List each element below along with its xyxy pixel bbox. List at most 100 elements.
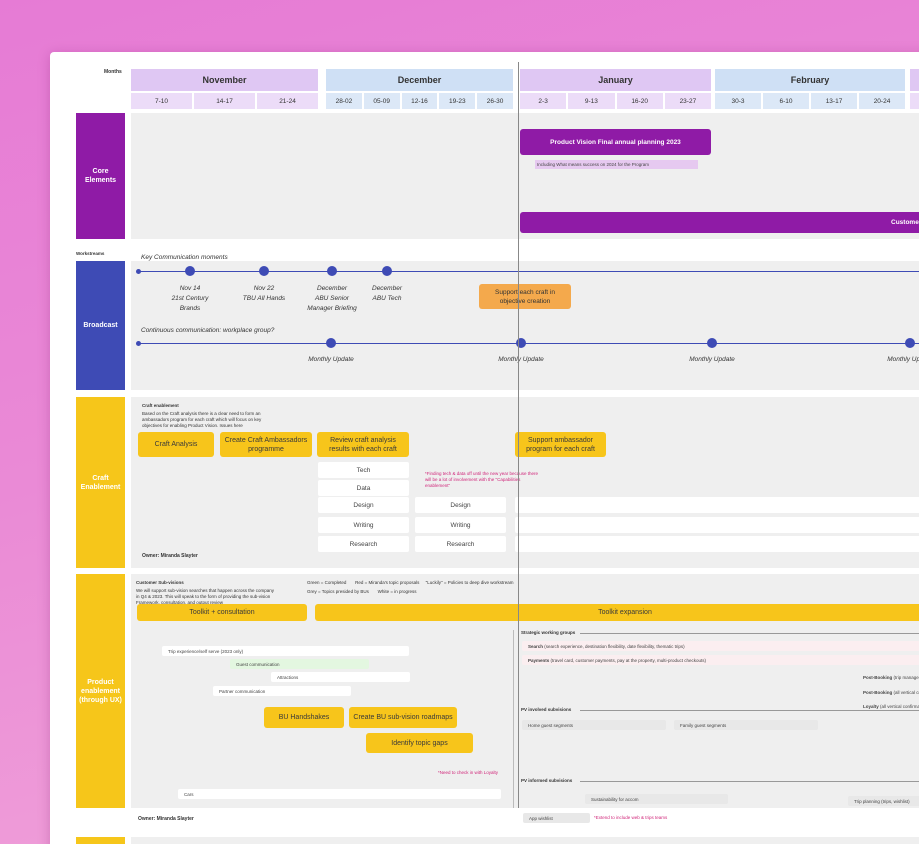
months-label: Months: [104, 69, 122, 75]
section-label: Craft Enablement: [76, 397, 125, 568]
toolkit-bar: Toolkit + consultation: [137, 604, 307, 621]
week-cell: 05-09: [363, 93, 400, 109]
craft-row: [515, 517, 919, 533]
action-button: BU Handshakes: [264, 707, 344, 728]
update-dot: [516, 338, 526, 348]
week-cell: 12-16: [401, 93, 438, 109]
craft-row: [515, 536, 919, 552]
week-cell: 28-02: [326, 93, 362, 109]
milestone-label: Nov 22 TBU All Hands: [224, 284, 304, 318]
milestone-line: Nov 22: [253, 285, 275, 292]
product-intro: We will support sub-vision searches that…: [136, 588, 274, 605]
week-cell: 19-23: [439, 93, 476, 109]
topic-row: Attractions: [271, 672, 410, 682]
update-label: Monthly Update: [308, 356, 354, 363]
milestone-dot: [185, 266, 195, 276]
month-header: January: [520, 69, 711, 91]
section-panel: [131, 837, 919, 844]
subvision-row: Sustainability for accom: [585, 794, 728, 804]
topic-row: Trip experience/self serve (2023 only): [162, 646, 409, 656]
strategic-row: Search (search experience, destination f…: [522, 641, 919, 651]
strategic-detail: (travel card, customer payments, pay at …: [549, 657, 706, 663]
week-cell: 21-24: [257, 93, 318, 109]
group-title: PV informed subvisions: [521, 778, 573, 783]
milestone-line: ABU Senior: [315, 295, 349, 302]
strategic-detail: (search experience, destination flexibil…: [543, 643, 685, 649]
milestone-line: Nov 14: [179, 285, 201, 292]
craft-row: [515, 497, 919, 513]
topic-row: Partner communication: [213, 686, 351, 696]
week-cell: 14-17: [194, 93, 255, 109]
milestone-line: ABU Tech: [372, 295, 402, 302]
craft-box: Writing: [415, 517, 506, 533]
cars-row: Cars: [178, 789, 501, 799]
update-label: Monthly Update: [689, 356, 735, 363]
group-title: Strategic working groups: [521, 630, 576, 635]
section-label: Core Elements: [76, 113, 125, 239]
update-dot: [905, 338, 915, 348]
section-label: [76, 837, 125, 844]
craft-box: Research: [415, 536, 506, 552]
craft-box: Design: [318, 497, 409, 513]
vision-note: Including What means success on 2024 for…: [535, 160, 698, 169]
milestone-line: Manager Briefing: [307, 305, 357, 312]
milestone-line: December: [372, 285, 402, 292]
group-line: [580, 710, 919, 711]
section-panel: [131, 261, 919, 390]
update-dot: [707, 338, 717, 348]
check-note: *Need to check in with Loyalty: [438, 770, 499, 775]
continuous-title: Continuous communication: workplace grou…: [141, 327, 275, 334]
timeline-line: [138, 343, 919, 344]
milestone-dot: [327, 266, 337, 276]
strategic-name: Loyalty: [863, 703, 879, 709]
update-dot: [326, 338, 336, 348]
extend-note: *Extend to include web & trips teams: [594, 815, 668, 820]
vision-bar: Product Vision Final annual planning 202…: [520, 129, 711, 155]
section-label: Broadcast: [76, 261, 125, 390]
customer-bar: Customer: [520, 212, 919, 233]
workstreams-label: Workstreams: [76, 251, 105, 256]
expansion-bar: Toolkit expansion: [315, 604, 919, 621]
topic-row: Guest communication: [230, 659, 369, 669]
update-label: Monthly Update: [498, 356, 544, 363]
legend: Green = Completed Red = Miranda's topic …: [307, 580, 514, 585]
group-title: PV involved subvisions: [521, 707, 572, 712]
strategic-row: Payments (travel card, customer payments…: [522, 655, 919, 665]
craft-box: Data: [318, 480, 409, 496]
subvision-row: Family guest segments: [674, 720, 818, 730]
group-line: [580, 781, 919, 782]
step-button: Support ambassador program for each craf…: [515, 432, 606, 457]
week-cell: 30-3: [715, 93, 761, 109]
strategic-name: Post-Booking: [863, 689, 893, 695]
milestone-line: December: [317, 285, 347, 292]
timeline-start: [136, 341, 141, 346]
week-cell: 23-27: [664, 93, 711, 109]
milestone-label: December ABU Tech: [347, 284, 427, 318]
milestone-line: Brands: [179, 305, 201, 312]
craft-intro: Based on the Craft analysis there is a c…: [142, 411, 262, 428]
update-label: Monthly Update: [887, 356, 919, 363]
product-owner: Owner: Miranda Slayter: [138, 816, 194, 822]
milestone-line: 21st Century: [171, 295, 209, 302]
week-cell: 20-24: [859, 93, 905, 109]
divider: [513, 630, 514, 808]
week-cell: [910, 93, 919, 109]
key-title: Key Communication moments: [141, 254, 228, 261]
craft-title: Craft enablement: [142, 403, 179, 408]
today-line: [518, 62, 519, 808]
milestone-label: December ABU Senior Manager Briefing: [292, 284, 372, 318]
week-cell: 26-30: [477, 93, 513, 109]
action-button: Identify topic gaps: [366, 733, 473, 753]
craft-owner: Owner: Miranda Slayter: [142, 553, 198, 559]
strategic-row: Post-Booking (trip management: [862, 672, 919, 682]
strategic-name: Search: [528, 643, 544, 649]
section-label: Product enablement (through UX): [76, 574, 125, 808]
strategic-name: Payments: [528, 657, 550, 663]
week-cell: 9-13: [568, 93, 615, 109]
timeline-line: [138, 271, 919, 272]
strategic-row: Loyalty (all vertical confirma: [862, 701, 919, 711]
step-button: Create Craft Ambassadors programme: [220, 432, 312, 457]
month-header: December: [326, 69, 513, 91]
strategic-row: Post-Booking (all vertical cro: [862, 687, 919, 697]
